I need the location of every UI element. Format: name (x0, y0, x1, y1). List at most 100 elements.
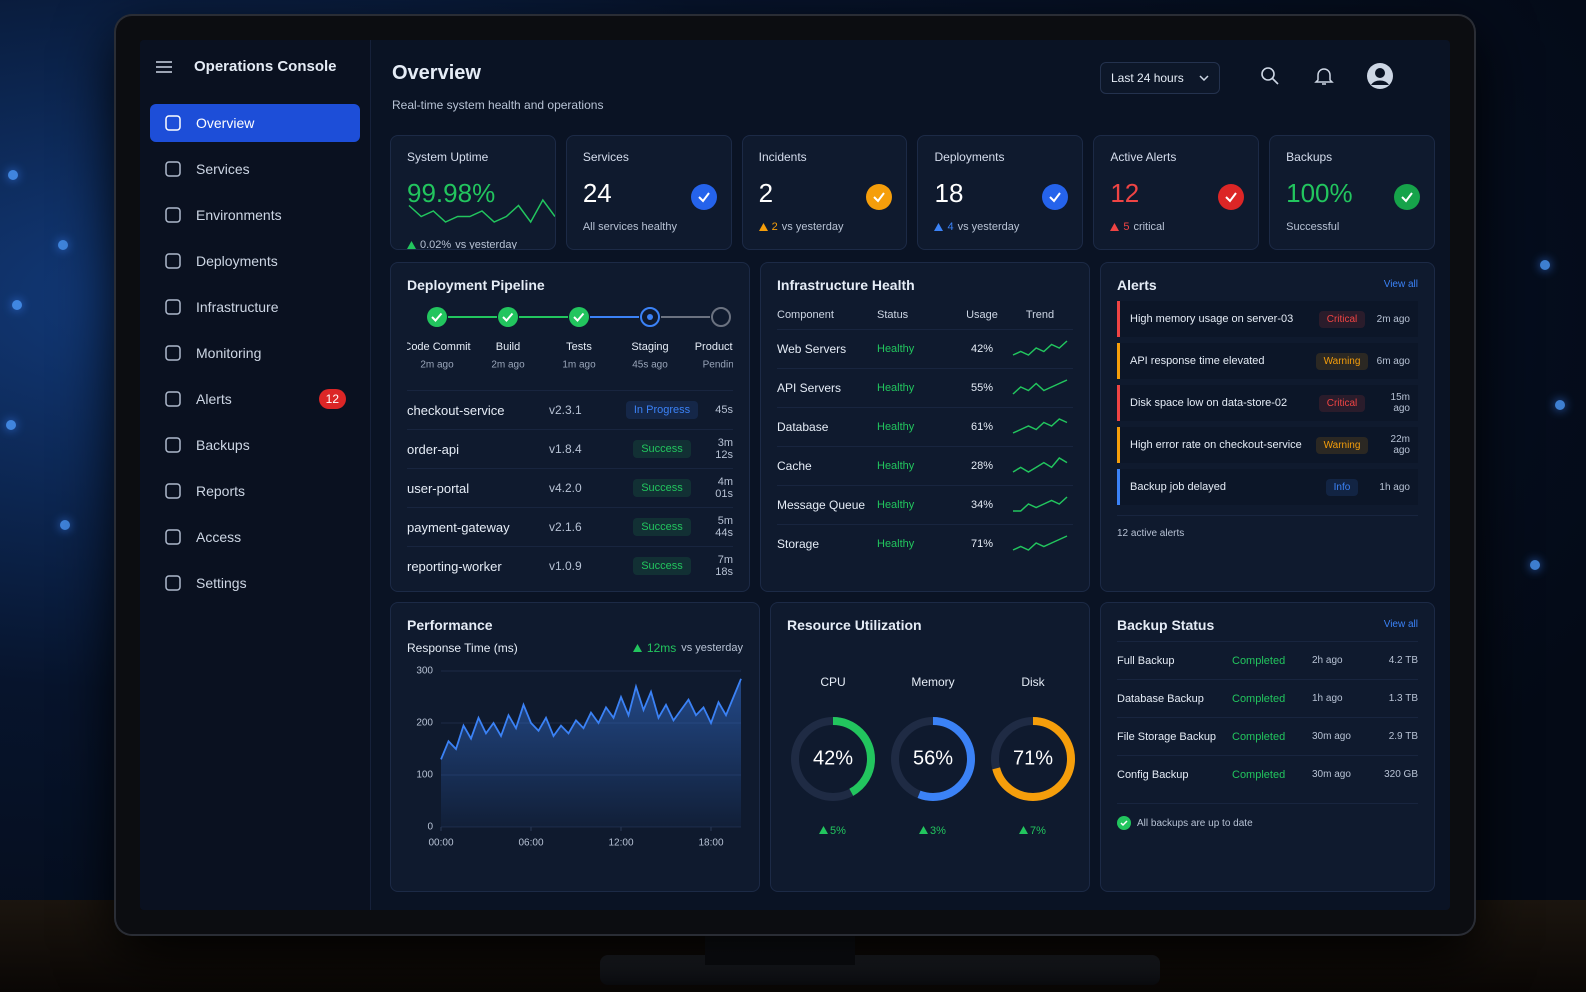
deployment-row: order-api v1.8.4 Success 3m 12s (407, 429, 733, 468)
service-name: user-portal (407, 480, 470, 496)
deployment-row: reporting-worker v1.0.9 Success 7m 18s (407, 546, 733, 585)
deployment-status: Success (633, 479, 691, 497)
alert-severity: Critical (1318, 310, 1366, 328)
nav-icon (165, 207, 181, 223)
icon-shape (1401, 192, 1413, 203)
sparkline (1012, 378, 1068, 395)
gauge-delta-value: 7% (1030, 825, 1046, 837)
stage-time: 1m ago (562, 360, 596, 371)
chart-delta-text: vs yesterday (681, 642, 743, 654)
service-version: v1.0.9 (549, 559, 582, 573)
deployment-duration: 5m 44s (715, 515, 733, 539)
component-name: API Servers (777, 381, 842, 395)
y-tick-label: 300 (416, 666, 433, 677)
trend-cell (1007, 495, 1073, 516)
card-title: Resource Utilization (787, 617, 922, 633)
up-arrow (632, 644, 642, 652)
nav-item[interactable]: Settings (150, 564, 360, 602)
component-name: Message Queue (777, 498, 866, 512)
alert-item[interactable]: High error rate on checkout-service Warni… (1117, 427, 1418, 463)
nav-icon (165, 161, 181, 177)
sparkline-line (1012, 534, 1068, 551)
screen: Operations Console Overview Services Envir… (140, 40, 1450, 910)
icon-shape (165, 161, 181, 177)
chart-header: Response Time (ms) 12ms vs yesterday (407, 641, 743, 655)
nav-icon (165, 483, 181, 499)
y-tick-label: 200 (416, 718, 433, 729)
sparkline (1012, 456, 1068, 473)
alert-item[interactable]: API response time elevated Warning 6m ago (1117, 343, 1418, 379)
resources-card: Resource Utilization CPU 42% 5% Memory 56% 3%… (770, 602, 1090, 892)
alert-item[interactable]: Backup job delayed Info 1h ago (1117, 469, 1418, 505)
backup-time: 1h ago (1312, 693, 1343, 704)
service-name: payment-gateway (407, 519, 510, 535)
sparkline (408, 198, 555, 224)
alert-severity: Warning (1315, 352, 1369, 370)
nav-item[interactable]: Services (150, 150, 360, 188)
backup-row: File Storage Backup Completed 30m ago 2.9 T… (1117, 717, 1418, 755)
nav-item[interactable]: Overview (150, 104, 360, 142)
alert-item[interactable]: High memory usage on server-03 Critical 2m… (1117, 301, 1418, 337)
nav-item[interactable]: Reports (150, 472, 360, 510)
infra-row: Database Healthy 61% (777, 407, 1073, 446)
nav-item[interactable]: Backups (150, 426, 360, 464)
bottom-row: Performance Response Time (ms) 12ms vs yes… (390, 602, 1435, 892)
nav-label: Infrastructure (196, 299, 279, 315)
service-version: v1.8.4 (549, 442, 582, 456)
view-all-link[interactable]: View all (1383, 619, 1418, 630)
kpi-note: All services healthy (582, 221, 677, 233)
component-name: Web Servers (777, 342, 847, 356)
gauge-value: 56% (913, 747, 953, 769)
nav-label: Services (196, 161, 250, 177)
icon-glyph (1401, 192, 1413, 203)
nav-icon (165, 115, 181, 131)
page-title: Overview (392, 62, 481, 84)
arrow-shape (407, 241, 416, 249)
up-arrow (1110, 223, 1120, 231)
menu-icon[interactable] (156, 60, 172, 74)
alert-text: Backup job delayed (1130, 481, 1227, 493)
nav-item[interactable]: Infrastructure (150, 288, 360, 326)
gauge-delta: 5% (819, 825, 846, 837)
x-tick-label: 00:00 (428, 838, 453, 849)
kpi-delta: 0.02% (420, 239, 452, 250)
time-range-select[interactable]: Last 24 hours (1100, 62, 1220, 94)
up-arrow (819, 826, 828, 834)
alert-item[interactable]: Disk space low on data-store-02 Critical 1… (1117, 385, 1418, 421)
background-light (1540, 260, 1550, 270)
sparkline-line (1012, 378, 1068, 395)
arrow-shape (934, 223, 944, 231)
nav-item[interactable]: Monitoring (150, 334, 360, 372)
avatar[interactable] (1366, 62, 1394, 90)
nav-item[interactable]: Deployments (150, 242, 360, 280)
background-light (8, 170, 18, 180)
notifications-icon[interactable] (1314, 66, 1334, 86)
sparkline (1013, 495, 1068, 512)
nav-badge: 12 (318, 389, 346, 409)
nav-label: Environments (196, 207, 282, 223)
background-light (6, 420, 16, 430)
gauge-delta-value: 3% (930, 825, 946, 837)
view-all-link[interactable]: View all (1383, 279, 1418, 290)
nav-item[interactable]: Environments (150, 196, 360, 234)
nav-item[interactable]: Access (150, 518, 360, 556)
y-tick-label: 0 (427, 822, 433, 833)
stage-node (569, 307, 589, 327)
kpi-value: 12 (1110, 178, 1140, 208)
kpi-card: System Uptime 99.98% 0.02% vs yesterday (390, 135, 556, 250)
backup-status: Completed (1232, 692, 1286, 705)
kpi-label: Active Alerts (1110, 150, 1177, 164)
icon-glyph (1049, 192, 1062, 203)
nav-item[interactable]: Alerts 12 (150, 380, 360, 418)
app-title: Operations Console (194, 58, 337, 75)
column-header: Component (777, 309, 834, 321)
kpi-value: 24 (582, 178, 612, 208)
kpi-footer: 4 vs yesterday (934, 221, 1066, 233)
kpi-icon (1393, 184, 1420, 210)
search-icon[interactable] (1260, 66, 1280, 86)
stage-check (573, 312, 585, 322)
kpi-delta-text: vs yesterday (957, 221, 1020, 233)
component-name: Cache (777, 459, 812, 473)
kpi-footer: 0.02% vs yesterday (407, 239, 539, 250)
